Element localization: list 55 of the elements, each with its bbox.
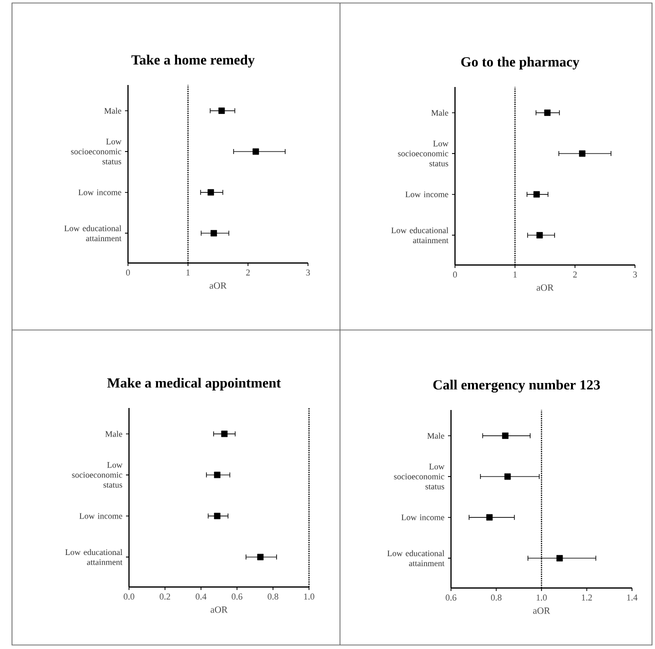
x-tick-label: 1 bbox=[514, 272, 517, 278]
y-tick-label: Low socioeconomic status bbox=[394, 464, 444, 490]
y-tick-label: Male bbox=[427, 432, 444, 439]
y-tick-label: Low income bbox=[78, 190, 122, 196]
point bbox=[252, 148, 259, 155]
point bbox=[502, 432, 508, 439]
chart-title: Call emergency number 123 bbox=[433, 380, 600, 393]
x-axis-title: aOR bbox=[533, 607, 550, 614]
y-tick-label: Low educational attainment bbox=[65, 549, 122, 565]
chart-title: Make a medical appointment bbox=[107, 378, 281, 391]
x-axis-title: aOR bbox=[536, 284, 554, 291]
y-tick-label: Low educational attainment bbox=[387, 550, 444, 566]
point bbox=[533, 191, 540, 198]
y-tick-label: Low income bbox=[79, 513, 122, 519]
x-axis-title: aOR bbox=[210, 282, 227, 289]
y-tick-label: Low socioeconomic status bbox=[71, 138, 122, 164]
x-tick-label: 1.0 bbox=[304, 594, 314, 600]
x-tick-label: 0.0 bbox=[124, 594, 134, 600]
y-tick-label: Low income bbox=[401, 514, 444, 520]
point bbox=[486, 514, 493, 521]
y-tick-label: Low socioeconomic status bbox=[398, 140, 448, 166]
x-tick-label: 0.4 bbox=[196, 594, 206, 600]
y-tick-label: Low socioeconomic status bbox=[72, 462, 122, 488]
x-tick-label: 0.6 bbox=[446, 594, 456, 601]
x-tick-label: 0.8 bbox=[490, 594, 502, 601]
y-tick-label: Male bbox=[431, 110, 448, 116]
chart-title: Take a home remedy bbox=[131, 54, 255, 68]
x-tick-label: 2 bbox=[573, 272, 577, 278]
x-tick-label: 1.0 bbox=[536, 594, 547, 601]
y-tick-label: Low educational attainment bbox=[64, 225, 122, 242]
y-tick-label: Low income bbox=[405, 192, 448, 198]
x-tick-label: 1.4 bbox=[627, 594, 638, 601]
point bbox=[544, 110, 551, 116]
point bbox=[208, 189, 214, 196]
x-tick-label: 3 bbox=[633, 272, 637, 278]
x-tick-label: 1.2 bbox=[582, 594, 592, 601]
point bbox=[556, 555, 563, 562]
x-tick-label: 2 bbox=[246, 270, 250, 276]
x-tick-label: 0 bbox=[126, 270, 130, 276]
x-tick-label: 0.8 bbox=[268, 594, 278, 600]
x-tick-label: 3 bbox=[306, 270, 310, 276]
x-axis-title: aOR bbox=[210, 606, 228, 613]
chart-title: Go to the pharmacy bbox=[461, 56, 580, 70]
point bbox=[210, 230, 217, 236]
point bbox=[579, 150, 586, 157]
point bbox=[536, 232, 543, 238]
x-tick-label: 0 bbox=[453, 272, 457, 278]
point bbox=[504, 473, 511, 480]
y-tick-label: Male bbox=[105, 430, 122, 437]
y-tick-label: Low educational attainment bbox=[391, 227, 448, 244]
x-tick-label: 1 bbox=[186, 270, 190, 276]
x-tick-label: 0.2 bbox=[160, 594, 170, 600]
y-tick-label: Male bbox=[104, 108, 122, 114]
x-tick-label: 0.6 bbox=[232, 594, 242, 600]
point bbox=[218, 108, 225, 114]
